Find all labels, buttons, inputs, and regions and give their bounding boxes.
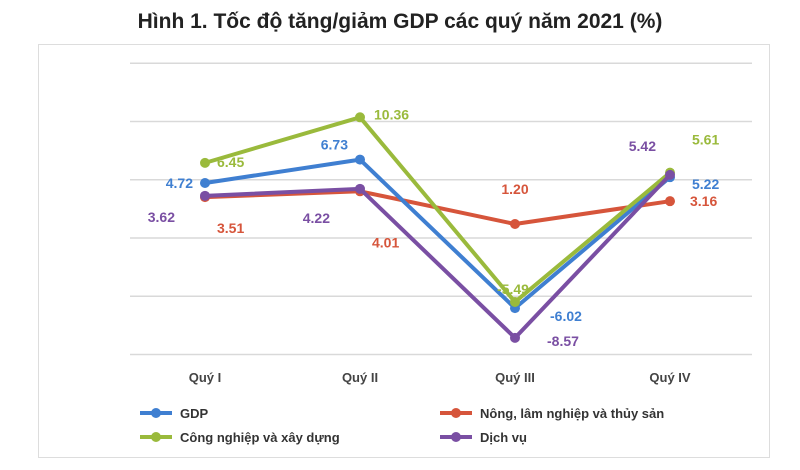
legend-marker-icon (151, 408, 161, 418)
data-label: 4.72 (166, 175, 193, 191)
data-label: 6.73 (321, 137, 348, 153)
data-label: -5.49 (497, 281, 529, 297)
legend-label: Dịch vụ (480, 430, 527, 445)
data-point (665, 196, 675, 207)
legend-marker-icon (451, 432, 461, 442)
data-point (665, 169, 675, 180)
data-label: 4.22 (303, 210, 330, 226)
x-tick-label: Quý I (189, 370, 222, 385)
data-label: 1.20 (501, 181, 528, 197)
legend-label: Công nghiệp và xây dựng (180, 430, 340, 445)
legend-item: Nông, lâm nghiệp và thủy sản (440, 406, 664, 421)
data-point (355, 183, 365, 194)
data-label: 5.61 (692, 132, 719, 148)
data-point (200, 157, 210, 168)
data-label: 3.51 (217, 220, 244, 236)
data-label: 4.01 (372, 234, 399, 250)
x-tick-label: Quý II (342, 370, 378, 385)
legend-item: Công nghiệp và xây dựng (140, 430, 340, 445)
data-label: 5.22 (692, 176, 719, 192)
data-point (355, 112, 365, 123)
legend-marker-icon (451, 408, 461, 418)
legend-marker-icon (151, 432, 161, 442)
data-label: -8.57 (547, 333, 579, 349)
series-line (204, 157, 672, 311)
data-point (200, 190, 210, 201)
data-label: 10.36 (374, 106, 409, 122)
data-label: 3.16 (690, 193, 717, 209)
legend-label: Nông, lâm nghiệp và thủy sản (480, 406, 664, 421)
x-tick-label: Quý III (495, 370, 535, 385)
data-point (355, 154, 365, 165)
plot-frame (38, 44, 770, 458)
legend-item: GDP (140, 406, 209, 421)
series-line (204, 115, 672, 304)
data-label: -6.02 (550, 308, 582, 324)
data-label: 3.62 (148, 209, 175, 225)
data-label: 5.42 (629, 138, 656, 154)
legend-item: Dịch vụ (440, 430, 527, 445)
data-label: 6.45 (217, 154, 244, 170)
data-point (510, 332, 520, 343)
data-point (510, 219, 520, 230)
legend-label: GDP (180, 406, 209, 421)
series-line (204, 173, 672, 340)
data-point (510, 296, 520, 307)
chart-title: Hình 1. Tốc độ tăng/giảm GDP các quý năm… (137, 10, 663, 33)
data-point (200, 178, 210, 189)
x-tick-label: Quý IV (649, 370, 691, 385)
